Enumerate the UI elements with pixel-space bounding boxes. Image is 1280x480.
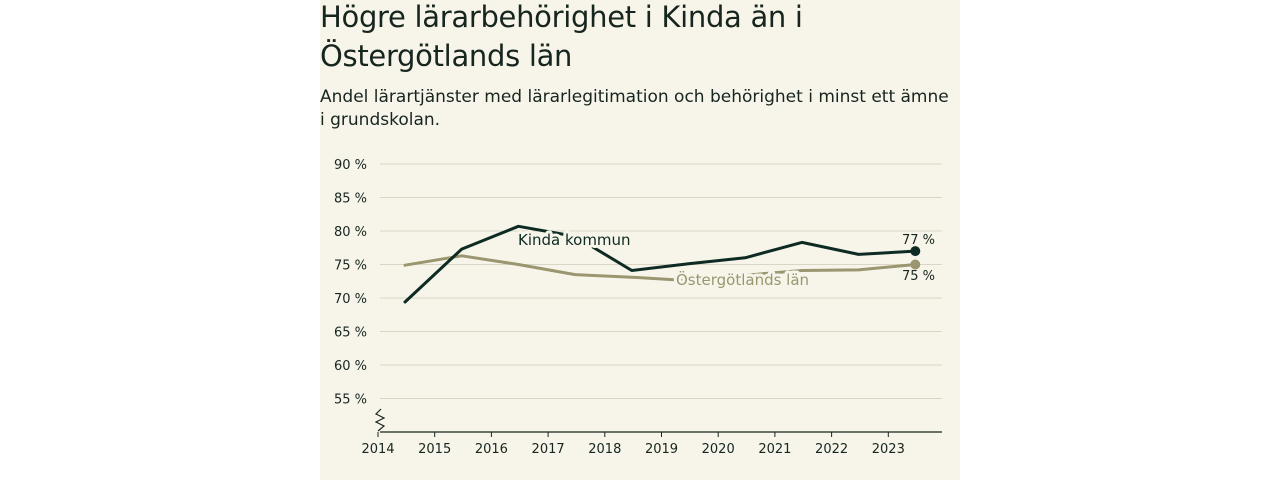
axis-break-icon: [374, 408, 386, 432]
y-tick-label: 55 %: [334, 393, 367, 408]
x-tick-label: 2023: [872, 442, 905, 457]
x-tick-label: 2019: [645, 442, 678, 457]
kinda-kommun-label: Kinda kommun: [518, 231, 631, 249]
ostergotland-end-value-label: 75 %: [902, 269, 935, 284]
x-tick-label: 2022: [815, 442, 848, 457]
x-tick-label: 2017: [532, 442, 565, 457]
kinda-end-value-label: 77 %: [902, 233, 935, 248]
x-tick-label: 2021: [758, 442, 791, 457]
grid-lines: [380, 163, 942, 399]
series-lines: [403, 224, 921, 304]
chart-card: Högre lärarbehörighet i Kinda än i Öster…: [320, 0, 960, 480]
x-tick-label: 2018: [588, 442, 621, 457]
x-tick-label: 2015: [418, 442, 451, 457]
y-tick-label: 65 %: [334, 326, 367, 341]
line-chart: 90 %85 %80 %75 %70 %65 %60 %55 % 2014 201…: [334, 158, 942, 457]
ostergotland-line: [403, 254, 917, 283]
ostergotland-label: Östergötlands län: [676, 270, 809, 289]
y-tick-label: 75 %: [334, 259, 367, 274]
x-tick-label: 2020: [702, 442, 735, 457]
y-axis-ticks: 90 % 85 % 80 % 75 % 70 % 65 % 60 % 55 %: [334, 158, 367, 408]
kinda-end-point: [910, 246, 921, 257]
x-axis-ticks: 2014 2015 2016 2017 2018 2019 2020 2021 2022 2023: [361, 432, 905, 457]
y-tick-label: 60 %: [334, 359, 367, 374]
ostergotland-end-point: [910, 259, 921, 270]
chart-title: Högre lärarbehörighet i Kinda än i Öster…: [320, 0, 803, 73]
x-tick-label: 2016: [475, 442, 508, 457]
kinda-kommun-line: [403, 224, 917, 304]
series-labels: Kinda kommun Östergötlands län 77 % 75 %: [515, 228, 935, 292]
y-tick-label: 70 %: [334, 292, 367, 307]
y-tick-label: 85 %: [334, 192, 367, 207]
x-tick-label: 2014: [361, 442, 394, 457]
y-tick-label: 80 %: [334, 225, 367, 240]
y-tick-label: 90 %: [334, 158, 367, 173]
chart-subtitle: Andel lärartjänster med lärarlegitimatio…: [320, 87, 949, 130]
